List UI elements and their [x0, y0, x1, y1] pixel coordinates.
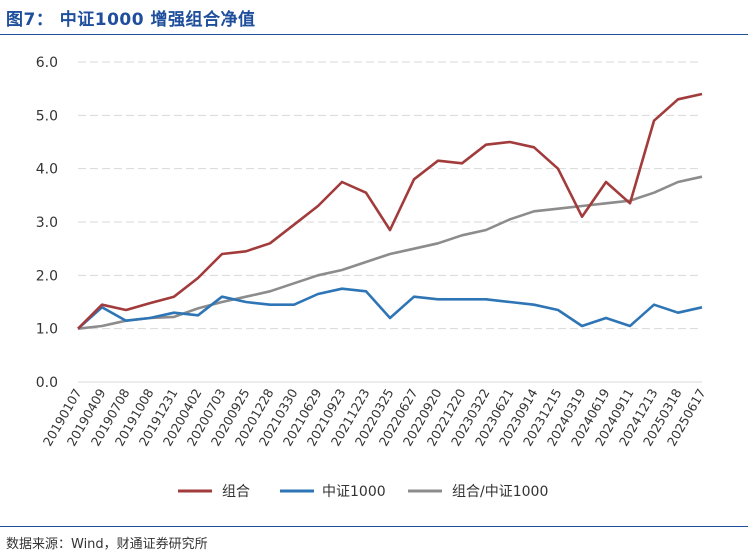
- legend-label: 组合/中证1000: [452, 484, 548, 500]
- gridlines: [78, 61, 702, 383]
- legend: 组合 中证1000 组合/中证1000: [178, 484, 548, 500]
- footer-divider: [0, 526, 748, 527]
- source-note: 数据来源：Wind，财通证券研究所: [6, 537, 208, 552]
- x-axis: 2019010720190409201907082019100820191231…: [40, 386, 709, 449]
- series-line-2: [77, 287, 703, 330]
- series-line-3: [77, 175, 703, 330]
- legend-label: 组合: [222, 484, 250, 500]
- y-tick-label: 3.0: [36, 215, 58, 231]
- y-tick-label: 1.0: [36, 322, 58, 338]
- legend-label: 中证1000: [322, 484, 386, 500]
- y-tick-label: 5.0: [36, 108, 58, 124]
- y-tick-label: 4.0: [36, 162, 58, 178]
- y-tick-label: 6.0: [36, 55, 58, 71]
- series-lines: [77, 92, 703, 330]
- figure-title: 图7： 中证1000 增强组合净值: [6, 10, 256, 30]
- y-tick-label: 2.0: [36, 268, 58, 284]
- y-axis: 0.0 1.0 2.0 3.0 4.0 5.0 6.0: [36, 55, 58, 391]
- series-line-1: [77, 92, 703, 330]
- line-chart: 0.0 1.0 2.0 3.0 4.0 5.0 6.0 201901072019040920…: [36, 55, 709, 500]
- y-tick-label: 0.0: [36, 375, 58, 391]
- chart-area: 0.0 1.0 2.0 3.0 4.0 5.0 6.0 20190107 20190409 20…: [0, 36, 748, 524]
- title-bar: 图7： 中证1000 增强组合净值: [0, 0, 748, 35]
